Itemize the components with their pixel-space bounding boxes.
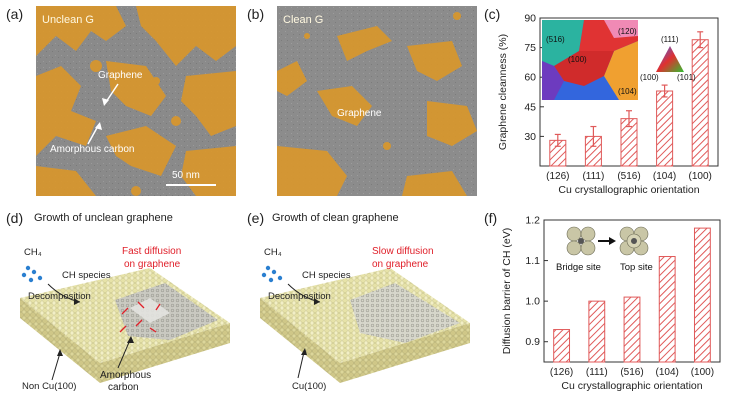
triangle-label-101: (101) — [677, 73, 696, 82]
x-tick-label: (126) — [550, 367, 573, 378]
top-site-model — [619, 226, 649, 256]
substrate-side-right — [340, 323, 470, 383]
bridge-site-model — [566, 226, 596, 256]
x-tick-label: (111) — [582, 171, 604, 182]
arrow-icon — [609, 237, 616, 245]
label-ch-species-unclean: CH species — [62, 270, 111, 281]
tem-texture-unclean — [36, 6, 236, 196]
y-tick-label: 90 — [524, 13, 536, 25]
x-tick-label: (126) — [546, 171, 569, 182]
tem-image-unclean: Unclean G Graphene Amorphous carbon 50 n… — [36, 6, 236, 196]
panel-letter-d: (d) — [6, 210, 24, 226]
y-tick-label: 1.1 — [525, 255, 540, 267]
y-tick-label: 60 — [524, 72, 536, 84]
schematic-unclean — [20, 265, 230, 383]
panel-letter-a: (a) — [6, 6, 24, 22]
inset-ebsd-map: (516) (100) (120) (104) (111) (100) (101… — [542, 20, 696, 100]
inset-grain-100 — [554, 51, 614, 86]
y-tick-label: 0.9 — [525, 336, 540, 348]
y-tick-label: 75 — [524, 42, 536, 54]
bar-100 — [693, 227, 711, 363]
inset-label-516: (516) — [546, 35, 565, 44]
tem-image-clean: Clean G Graphene — [277, 6, 477, 196]
x-tick-label: (104) — [653, 171, 676, 182]
x-axis-label: Cu crystallographic orientation — [558, 184, 699, 196]
label-amorphous-1: Amorphous — [100, 370, 152, 381]
label-fast-diffusion-2: on graphene — [124, 259, 181, 270]
tem-texture-clean — [277, 6, 477, 196]
y-tick-label: 45 — [524, 101, 536, 113]
ch4-molecules — [261, 265, 283, 283]
inset-label-104: (104) — [618, 87, 637, 96]
y-axis-label: Graphene cleanness (%) — [497, 34, 509, 150]
label-bridge-site: Bridge site — [556, 262, 601, 273]
fast-diffusion-arrows — [119, 301, 161, 333]
inset-label-100: (100) — [568, 55, 587, 64]
panel-letter-b: (b) — [247, 6, 265, 22]
panel-letter-c: (c) — [484, 6, 501, 22]
substrate-side-left — [20, 298, 100, 383]
panel-letter-f: (f) — [484, 210, 498, 226]
annotation-arrows — [87, 83, 119, 145]
triangle-label-100: (100) — [640, 73, 659, 82]
x-tick-label: (516) — [617, 171, 640, 182]
inset-site-diagram: Bridge site Top site — [556, 226, 653, 273]
label-amorphous-2: carbon — [108, 382, 139, 393]
inset-grain-purple — [542, 61, 564, 100]
label-ch-species-clean: CH species — [302, 270, 351, 281]
inset-color-triangle — [656, 46, 684, 72]
chart-diffusion-barrier: 0.9 1.0 1.1 1.2 (126) (111) (516) (104) (100) Cu … — [501, 215, 721, 392]
label-top-site: Top site — [620, 262, 653, 273]
bar-126 — [553, 329, 571, 363]
bar-111 — [588, 300, 606, 363]
inset-grain-120 — [604, 20, 638, 38]
schematic-clean — [260, 265, 470, 383]
tem-label-unclean: Unclean G — [42, 14, 94, 26]
label-non-cu100: Non Cu(100) — [22, 381, 77, 392]
label-ch4-clean: CH₄ — [264, 247, 282, 258]
bar-104 — [658, 256, 676, 363]
schematic-title-unclean: Growth of unclean graphene — [34, 212, 173, 224]
label-decomposition-clean: Decomposition — [268, 291, 331, 302]
bar-516 — [623, 296, 641, 363]
label-ch4-unclean: CH₄ — [24, 247, 42, 258]
bar-104 — [656, 90, 674, 167]
x-tick-label: (516) — [620, 367, 643, 378]
inset-label-120: (120) — [618, 27, 637, 36]
annotation-graphene: Graphene — [98, 70, 143, 81]
y-tick-label: 30 — [524, 131, 536, 143]
x-tick-label: (100) — [689, 171, 712, 182]
substrate-side-left — [260, 298, 340, 383]
y-tick-label: 1.2 — [525, 215, 540, 227]
label-decomposition-unclean: Decomposition — [28, 291, 91, 302]
x-tick-label: (100) — [691, 367, 714, 378]
annotation-amorphous-carbon: Amorphous carbon — [50, 144, 135, 155]
tem-label-clean: Clean G — [283, 14, 324, 26]
triangle-label-111: (111) — [661, 35, 679, 44]
panel-letter-e: (e) — [247, 210, 265, 226]
scale-bar — [166, 184, 216, 186]
graphene-sheet — [350, 283, 460, 343]
inset-grain-104 — [604, 41, 638, 100]
substrate-side-right — [100, 323, 230, 383]
schematic-title-clean: Growth of clean graphene — [272, 212, 399, 224]
y-axis-label: Diffusion barrier of CH (eV) — [501, 228, 513, 354]
x-tick-label: (111) — [586, 367, 608, 378]
scale-bar-label: 50 nm — [172, 170, 200, 181]
ch4-molecules — [21, 265, 43, 283]
x-axis-label: Cu crystallographic orientation — [561, 380, 702, 392]
label-fast-diffusion: Fast diffusion — [122, 246, 182, 257]
label-slow-diffusion: Slow diffusion — [372, 246, 434, 257]
label-slow-diffusion-2: on graphene — [372, 259, 429, 270]
bar-100 — [691, 39, 709, 167]
label-cu100: Cu(100) — [292, 381, 327, 392]
x-tick-label: (104) — [656, 367, 679, 378]
inset-grain-516 — [542, 20, 584, 66]
annotation-graphene-clean: Graphene — [337, 108, 382, 119]
y-tick-label: 1.0 — [525, 296, 540, 308]
